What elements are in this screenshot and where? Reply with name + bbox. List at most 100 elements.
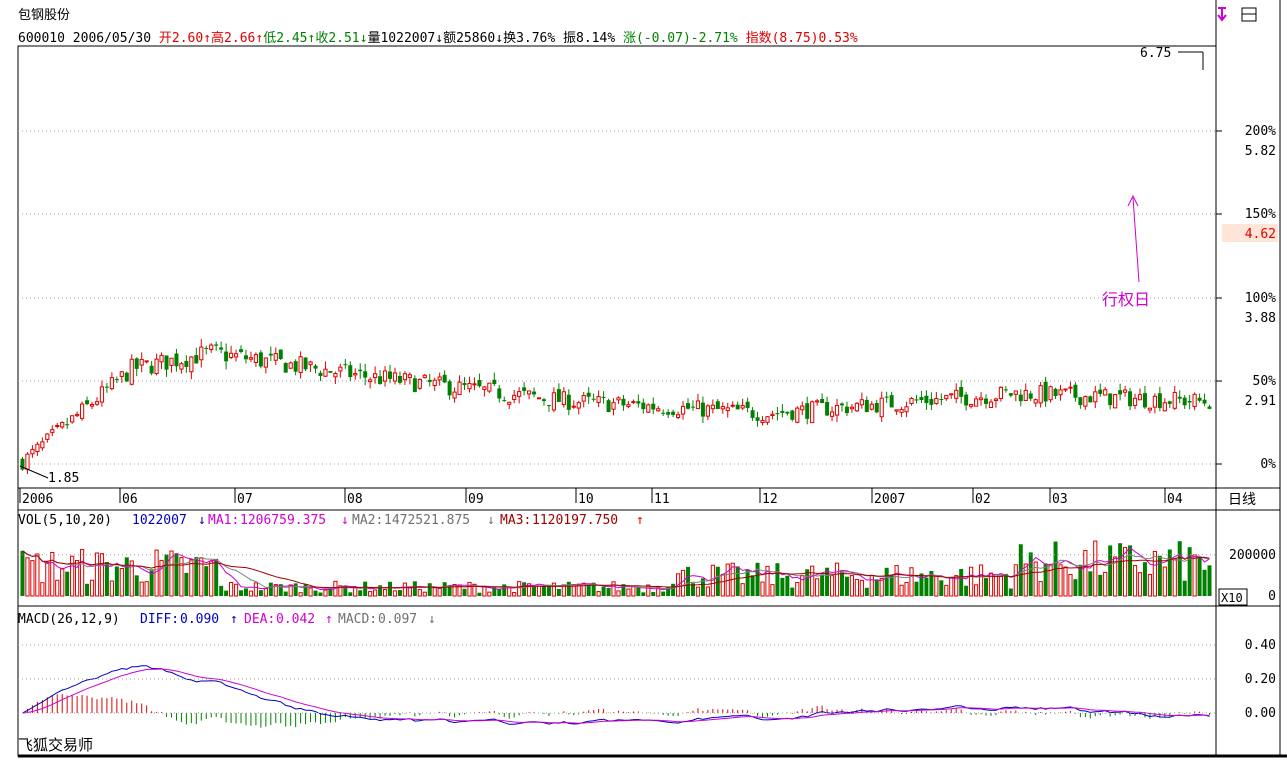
candle-body-down [775, 413, 780, 415]
candle-body-up [119, 371, 124, 377]
volume-bar-down [442, 582, 447, 596]
ma3-value: 1120197.750 [532, 513, 618, 528]
volume-bar-down [541, 586, 546, 596]
app-name: 飞狐交易师 [18, 736, 93, 754]
volume-bar-down [864, 587, 869, 596]
candle-body-down [348, 365, 353, 378]
volume-bar-down [388, 581, 393, 596]
candle-body-up [507, 401, 512, 405]
candle-body-up [740, 405, 745, 409]
candle-body-up [904, 406, 909, 413]
volume-axis: 200000 0 X10 [18, 548, 1276, 606]
candle-body-up [1103, 389, 1108, 396]
volume-bar-down [641, 592, 646, 596]
candle-body-down [651, 403, 656, 410]
volume-bar-up [144, 581, 149, 597]
volume-bar-up [1137, 572, 1143, 597]
candle-body-down [586, 392, 591, 397]
candle-body-down [502, 400, 507, 402]
volume-bar-up [760, 581, 765, 597]
volume-bar-up [616, 590, 621, 597]
volume-bar-up [536, 585, 542, 597]
candle-body-down [378, 376, 383, 384]
volume-bar-up [611, 581, 616, 597]
candle-body-up [298, 356, 303, 373]
volume-bar-up [30, 560, 35, 597]
volume-bar-down [278, 584, 283, 596]
candle-body-down [844, 406, 849, 414]
volume-bar-up [1068, 573, 1073, 597]
volume-bar-down [1003, 573, 1008, 596]
volume-bar-up [894, 565, 899, 597]
volume-bar-down [566, 581, 571, 596]
volume-bar-up [452, 583, 457, 597]
candle-body-down [194, 355, 199, 364]
volume-bar-up [288, 584, 293, 597]
candle-body-down [85, 400, 90, 405]
ma3-label: MA3: [500, 513, 531, 528]
candle-body-up [323, 368, 328, 377]
volume-bar-up [89, 579, 95, 597]
volume-bar-down [502, 584, 507, 596]
candle-body-up [467, 383, 472, 390]
ma2-value: 1472521.875 [384, 513, 470, 528]
volume-bar-up [189, 559, 194, 597]
candle-body-down [65, 424, 70, 426]
macd-value: 0.097 [378, 612, 417, 627]
candle-body-up [228, 352, 234, 359]
volume-bar-down [1008, 588, 1013, 596]
volume-bar-up [646, 584, 651, 597]
volume-bar-up [209, 560, 214, 597]
candle-body-down [1197, 397, 1202, 401]
candle-body-down [1078, 397, 1083, 406]
candle-body-down [224, 351, 229, 362]
candle-body-up [849, 406, 855, 410]
candle-body-down [1157, 393, 1162, 409]
candle-body-up [109, 377, 114, 390]
volume-bar-up [432, 587, 437, 597]
date-tick-label: 03 [1052, 492, 1068, 507]
candle-body-up [944, 394, 949, 400]
period-label[interactable]: 日线 [1228, 492, 1256, 508]
candle-body-up [1068, 386, 1073, 389]
volume-bar-down [65, 571, 70, 596]
volume-bar-up [1083, 550, 1088, 597]
macd-tick-label: 0.40 [1245, 638, 1276, 653]
volume-bar-down [1202, 569, 1207, 596]
volume-bar-down [586, 584, 591, 596]
volume-bar-up [55, 579, 60, 597]
volume-bar-down [219, 585, 224, 596]
volume-bar-down [735, 566, 740, 596]
candle-body-up [581, 395, 586, 402]
volume-bar-down [20, 550, 25, 596]
volume-bar-down [134, 575, 139, 596]
price-grid [18, 130, 1216, 465]
ma2-arrow: ↓ [487, 513, 495, 528]
volume-bar-down [929, 570, 934, 596]
candle-body-up [695, 400, 701, 410]
volume-bar-up [1093, 540, 1098, 597]
volume-bar-down [149, 569, 154, 596]
candle-body-up [253, 354, 259, 363]
window-icon[interactable] [1241, 7, 1257, 22]
volume-bar-down [1187, 547, 1192, 596]
candle-body-up [452, 391, 457, 399]
volume-bar-down [532, 586, 537, 596]
volume-bar-up [119, 568, 124, 597]
volume-bar-down [224, 590, 229, 596]
arrow-icon[interactable] [1217, 7, 1227, 22]
quote-line: 600010 2006/05/30 开2.60↑高2.66↑低2.45↑收2.5… [18, 27, 858, 46]
volume-bar-up [487, 591, 492, 597]
volume-bar-down [1142, 562, 1147, 596]
volume-bar-up [854, 579, 859, 597]
candle-body-down [114, 379, 119, 381]
candlestick-series [20, 339, 1212, 474]
volume-bar-up [25, 557, 30, 597]
candle-body-up [70, 415, 75, 423]
quote-volume: 量1022007↓ [367, 31, 444, 46]
volume-bar-down [85, 583, 90, 596]
candle-body-down [104, 386, 109, 388]
candle-body-down [318, 372, 323, 377]
candle-body-up [333, 373, 338, 378]
volume-bar-down [1028, 552, 1033, 596]
